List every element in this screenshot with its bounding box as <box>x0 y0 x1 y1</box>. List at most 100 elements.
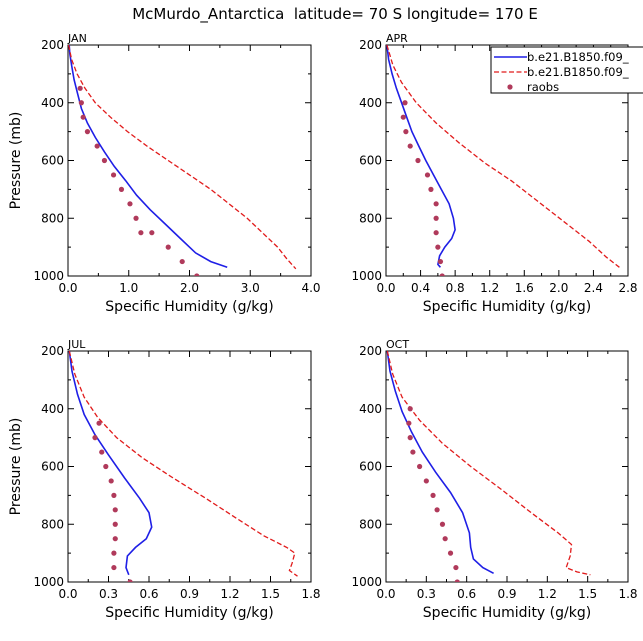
raobs-point <box>99 449 105 455</box>
legend-entry-label: b.e21.B1850.f09_ <box>527 65 629 79</box>
x-tick-label: 1.8 <box>301 587 320 601</box>
raobs-point <box>138 230 144 236</box>
x-tick-label: 0.0 <box>376 587 395 601</box>
raobs-point <box>80 114 86 120</box>
raobs-point <box>127 579 133 582</box>
raobs-point <box>454 579 460 582</box>
raobs-point <box>415 157 421 164</box>
raobs-point <box>112 536 118 542</box>
raobs-point <box>407 406 413 412</box>
y-tick-label: 800 <box>41 211 64 225</box>
raobs-point <box>433 230 439 236</box>
y-tick-label: 600 <box>359 154 382 168</box>
series-group <box>68 45 297 276</box>
raobs-point <box>77 85 83 91</box>
raobs-point <box>439 273 445 276</box>
y-tick-label: 400 <box>41 402 64 416</box>
panel-label: JUL <box>67 338 86 351</box>
y-tick-label: 1000 <box>33 269 64 283</box>
raobs-point <box>101 157 108 164</box>
raobs-point <box>133 215 139 221</box>
series-group <box>386 45 620 276</box>
x-tick-label: 0.4 <box>411 281 430 295</box>
raobs-point <box>410 449 416 455</box>
series-group <box>68 351 298 582</box>
raobs-point <box>407 143 413 149</box>
raobs-point <box>84 129 91 135</box>
y-tick-label: 400 <box>359 402 382 416</box>
raobs-point <box>127 201 133 207</box>
x-tick-label: 0.3 <box>99 587 118 601</box>
raobs-point <box>402 100 408 106</box>
raobs-point <box>400 114 406 120</box>
raobs-point <box>406 420 412 426</box>
panel-apr: 0.0 0.4 0.8 1.2 1.6 2.0 2.4 2.8 200 400 600 800 1000… <box>351 32 637 315</box>
x-tick-label: 2.4 <box>584 281 603 295</box>
panels: 0.0 1.0 2.0 3.0 4.0 200 400 600 800 1000 Specific … <box>8 32 638 621</box>
legend-entry-label: b.e21.B1850.f09_ <box>527 50 629 64</box>
raobs-point <box>433 215 439 221</box>
x-tick-label: 0.9 <box>180 587 199 601</box>
raobs-point <box>118 186 125 192</box>
panel-oct: 0.0 0.3 0.6 0.9 1.2 1.5 1.8 200 400 600 800 1000 Spe… <box>351 338 637 621</box>
raobs-point <box>403 129 409 135</box>
y-axis-label: Pressure (mb) <box>8 112 24 210</box>
panel-label: APR <box>386 32 408 45</box>
raobs-point <box>92 435 98 441</box>
legend-box <box>490 46 643 94</box>
y-tick-label: 600 <box>41 154 64 168</box>
raobs-point <box>434 507 440 513</box>
x-tick-label: 0.8 <box>446 281 465 295</box>
y-tick-label: 600 <box>359 460 382 474</box>
panel-jan: 0.0 1.0 2.0 3.0 4.0 200 400 600 800 1000 Specific … <box>8 32 321 315</box>
raobs-point <box>428 186 434 192</box>
y-tick-label: 600 <box>41 460 64 474</box>
raobs-point <box>78 100 84 106</box>
x-tick-label: 3.0 <box>241 281 260 295</box>
x-tick-label: 0.6 <box>457 587 476 601</box>
raobs-point <box>437 258 444 265</box>
raobs-point <box>417 463 423 470</box>
x-tick-label: 1.2 <box>480 281 499 295</box>
y-tick-label: 200 <box>41 344 64 358</box>
model-solid-line <box>68 351 153 576</box>
panel-jul: 0.0 0.3 0.6 0.9 1.2 1.5 1.8 200 400 600 800 1000 Spe… <box>8 338 321 621</box>
x-tick-label: 1.5 <box>261 587 280 601</box>
raobs-point <box>435 244 441 250</box>
y-tick-label: 200 <box>359 38 382 52</box>
x-tick-label: 0.0 <box>58 587 77 601</box>
raobs-point <box>453 564 459 571</box>
x-tick-label: 1.2 <box>220 587 239 601</box>
raobs-point <box>111 564 117 571</box>
model-solid-line <box>386 351 494 575</box>
x-tick-label: 1.6 <box>515 281 534 295</box>
raobs-point <box>103 463 109 470</box>
raobs-point <box>439 521 446 527</box>
raobs-point <box>108 478 114 484</box>
raobs-point <box>96 420 102 426</box>
x-tick-label: 2.0 <box>549 281 568 295</box>
raobs-point <box>94 143 100 149</box>
raobs-point <box>111 492 117 498</box>
raobs-point <box>423 478 429 484</box>
raobs-point <box>442 536 448 542</box>
x-tick-label: 0.3 <box>417 587 436 601</box>
model-dashed-line <box>68 45 297 270</box>
legend-entry-label: raobs <box>527 80 559 94</box>
raobs-point <box>433 201 439 207</box>
model-dashed-line <box>386 351 591 576</box>
y-tick-label: 800 <box>359 211 382 225</box>
panel-label: JAN <box>67 32 87 45</box>
x-axis-label: Specific Humidity (g/kg) <box>423 299 591 315</box>
x-tick-label: 0.9 <box>497 587 516 601</box>
x-tick-label: 1.5 <box>578 587 597 601</box>
y-tick-label: 400 <box>359 96 382 110</box>
raobs-point <box>424 172 431 178</box>
raobs-point <box>149 230 155 236</box>
y-axis-label: Pressure (mb) <box>8 418 24 516</box>
x-tick-label: 1.0 <box>119 281 138 295</box>
y-tick-label: 400 <box>41 96 64 110</box>
raobs-point <box>111 550 117 556</box>
model-solid-line <box>386 45 456 268</box>
